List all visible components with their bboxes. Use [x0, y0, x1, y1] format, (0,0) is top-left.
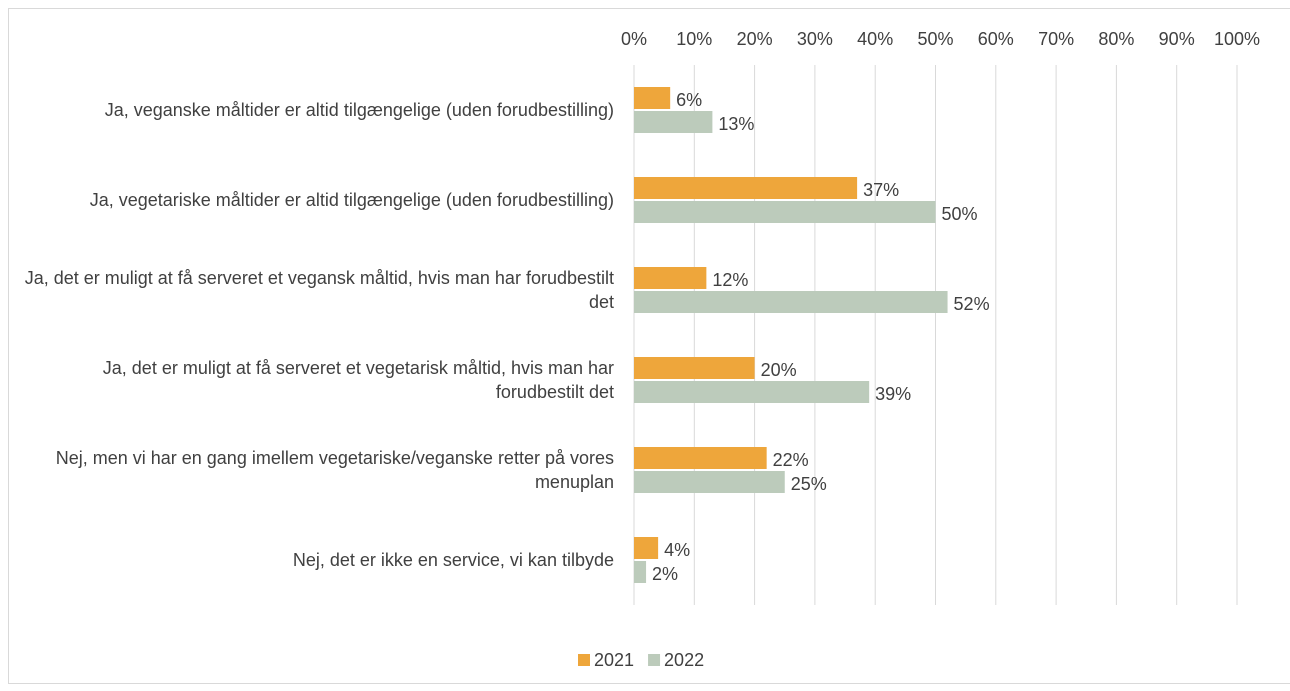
bar — [634, 177, 858, 199]
chart-border — [8, 8, 1290, 684]
x-tick-label: 0% — [621, 29, 647, 49]
x-tick-label: 10% — [676, 29, 712, 49]
data-label: 39% — [875, 384, 911, 404]
bar — [634, 381, 870, 403]
y-tick-label: Ja, det er muligt at få serveret et vege… — [102, 358, 614, 402]
x-tick-label: 70% — [1038, 29, 1074, 49]
x-tick-label: 30% — [797, 29, 833, 49]
legend-label: 2022 — [664, 650, 704, 670]
x-tick-label: 50% — [917, 29, 953, 49]
data-label: 13% — [718, 114, 754, 134]
y-tick-label: Ja, det er muligt at få serveret et vega… — [24, 268, 614, 312]
bar — [634, 87, 671, 109]
y-tick-label: Ja, veganske måltider er altid tilgængel… — [104, 100, 614, 120]
x-tick-label: 100% — [1214, 29, 1260, 49]
bar — [634, 201, 936, 223]
bar — [634, 291, 948, 313]
data-label: 6% — [676, 90, 702, 110]
data-label: 20% — [761, 360, 797, 380]
x-tick-label: 60% — [978, 29, 1014, 49]
bar — [634, 267, 707, 289]
bar — [634, 537, 659, 559]
x-tick-label: 40% — [857, 29, 893, 49]
y-tick-label: Nej, det er ikke en service, vi kan tilb… — [292, 550, 614, 570]
data-label: 12% — [712, 270, 748, 290]
legend-swatch — [578, 654, 590, 666]
bar — [634, 357, 755, 379]
data-label: 37% — [863, 180, 899, 200]
data-label: 2% — [652, 564, 678, 584]
legend-swatch — [648, 654, 661, 666]
x-tick-label: 80% — [1098, 29, 1134, 49]
x-tick-label: 90% — [1159, 29, 1195, 49]
bar — [634, 111, 713, 133]
data-label: 52% — [954, 294, 990, 314]
data-label: 4% — [664, 540, 690, 560]
bar — [634, 447, 767, 469]
y-tick-label: Ja, vegetariske måltider er altid tilgæn… — [89, 190, 614, 210]
bar — [634, 471, 785, 493]
bar — [634, 561, 647, 583]
data-label: 50% — [942, 204, 978, 224]
data-label: 25% — [791, 474, 827, 494]
y-tick-label: Nej, men vi har en gang imellem vegetari… — [55, 448, 614, 492]
data-label: 22% — [773, 450, 809, 470]
x-tick-label: 20% — [737, 29, 773, 49]
legend-label: 2021 — [594, 650, 634, 670]
